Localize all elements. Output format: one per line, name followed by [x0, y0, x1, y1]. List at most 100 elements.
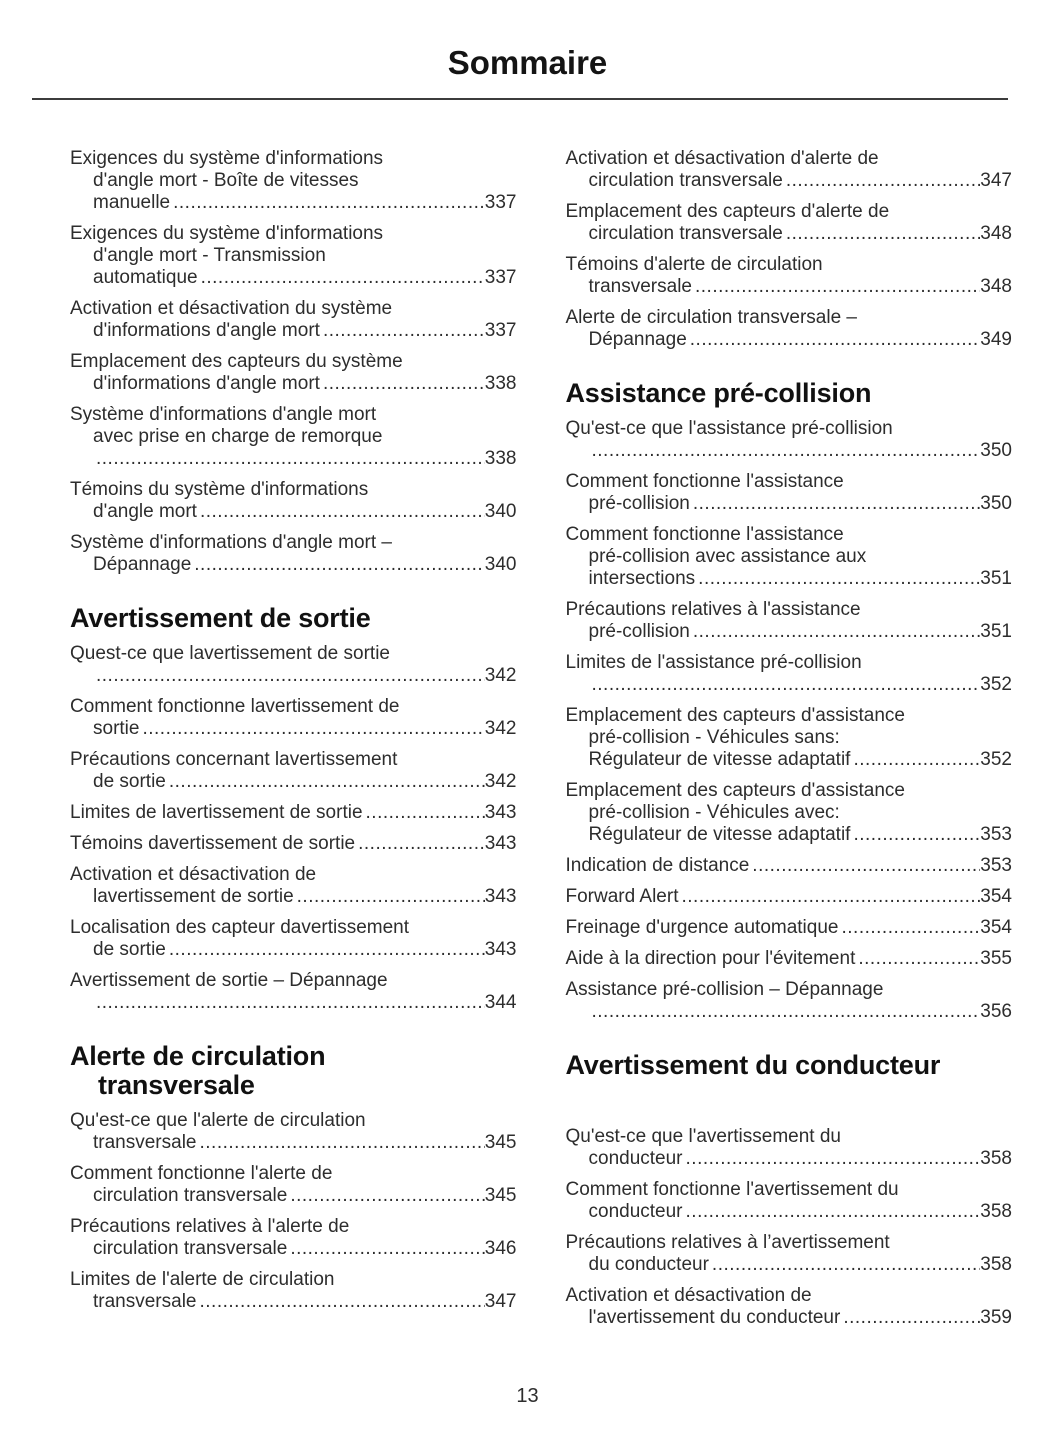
- entry-line: Quest-ce que lavertissement de sortie: [70, 643, 390, 664]
- entry-text: pré-collision: [588, 493, 690, 514]
- dot-leader: [712, 1254, 980, 1276]
- toc-entry: Comment fonctionne l'avertissement du con…: [566, 1179, 1013, 1223]
- dot-leader: [841, 917, 980, 939]
- entry-page-number: 358: [980, 1201, 1012, 1222]
- dot-leader: [366, 802, 485, 824]
- entry-line: de sortie 343: [70, 939, 517, 961]
- dot-leader: [592, 440, 981, 462]
- entry-line: 356: [566, 1001, 1012, 1023]
- entry-line: Aide à la direction pour l'évitement 355: [566, 948, 1013, 970]
- entry-line: Limites de l'assistance pré-collision: [565, 652, 862, 673]
- entry-page-number: 343: [484, 833, 517, 854]
- toc-columns: Exigences du système d'informations d'ang…: [70, 148, 1012, 1338]
- entry-page-number: 340: [484, 501, 517, 522]
- entry-line: Alerte de circulation transversale –: [565, 307, 857, 328]
- toc-entry: Qu'est-ce que l'assistance pré-collision…: [566, 418, 1013, 462]
- entry-page-number: 354: [980, 886, 1012, 907]
- toc-entry: Comment fonctionne l'assistance pré-colli…: [566, 471, 1013, 515]
- entry-page-number: 353: [980, 824, 1012, 845]
- entry-line: transversale 347: [70, 1291, 517, 1313]
- entry-text: Limites de lavertissement de sortie: [70, 802, 363, 823]
- entry-line: conducteur 358: [566, 1148, 1013, 1170]
- entry-line: Exigences du système d'informations: [70, 223, 384, 244]
- dot-leader: [200, 1291, 485, 1313]
- entry-line: circulation transversale 347: [566, 170, 1013, 192]
- entry-line: Indication de distance 353: [566, 855, 1013, 877]
- toc-entry: Comment fonctionne lavertissement de sort…: [70, 696, 517, 740]
- toc-entry: Forward Alert 354: [566, 886, 1013, 908]
- dot-leader: [201, 267, 485, 289]
- toc-entry: Localisation des capteur davertissement d…: [70, 917, 517, 961]
- dot-leader: [695, 276, 980, 298]
- entry-text: conducteur: [588, 1148, 683, 1169]
- entry-line: d'angle mort - Boîte de vitesses: [93, 170, 359, 191]
- toc-entry: Activation et désactivation du système d'…: [70, 298, 517, 342]
- entry-line: Activation et désactivation d'alerte de: [565, 148, 879, 169]
- entry-line: d'informations d'angle mort 337: [70, 320, 517, 342]
- dot-leader: [592, 1001, 981, 1023]
- entry-page-number: 355: [980, 948, 1012, 969]
- entry-text: l'avertissement du conducteur: [588, 1307, 841, 1328]
- toc-entry: Emplacement des capteurs d'assistance pré…: [566, 780, 1013, 846]
- entry-page-number: 347: [980, 170, 1012, 191]
- entry-line: du conducteur 358: [566, 1254, 1013, 1276]
- entry-page-number: 338: [484, 373, 517, 394]
- entry-text: automatique: [93, 267, 198, 288]
- entry-line: Régulateur de vitesse adaptatif 353: [566, 824, 1013, 846]
- dot-leader: [290, 1185, 484, 1207]
- entry-line: 338: [70, 448, 517, 470]
- dot-leader: [297, 886, 485, 908]
- entry-page-number: 344: [484, 992, 517, 1013]
- entry-line: Limites de lavertissement de sortie 343: [70, 802, 517, 824]
- entry-page-number: 337: [484, 267, 517, 288]
- entry-page-number: 358: [980, 1148, 1012, 1169]
- entry-text: sortie: [93, 718, 140, 739]
- dot-leader: [200, 1132, 485, 1154]
- entry-line: Système d'informations d'angle mort: [70, 404, 377, 425]
- dot-leader: [853, 749, 980, 771]
- entry-text: de sortie: [93, 939, 166, 960]
- entry-text: intersections: [588, 568, 696, 589]
- title-divider: [32, 98, 1008, 100]
- toc-entry: Indication de distance 353: [566, 855, 1013, 877]
- entry-page-number: 338: [484, 448, 517, 469]
- entry-text: circulation transversale: [588, 170, 783, 191]
- entry-page-number: 337: [484, 320, 517, 341]
- toc-entry: Alerte de circulation transversale – Dépa…: [566, 307, 1013, 351]
- entry-page-number: 347: [484, 1291, 517, 1312]
- entry-text: lavertissement de sortie: [93, 886, 294, 907]
- section-heading-line: Assistance pré-collision: [565, 378, 872, 408]
- entry-line: pré-collision 350: [566, 493, 1013, 515]
- entry-line: Témoins d'alerte de circulation: [565, 254, 823, 275]
- toc-entry: Système d'informations d'angle mort – Dép…: [70, 532, 517, 576]
- entry-page-number: 351: [980, 621, 1012, 642]
- entry-line: Emplacement des capteurs d'alerte de: [565, 201, 890, 222]
- entry-line: d'angle mort 340: [70, 501, 517, 523]
- entry-line: Dépannage 340: [70, 554, 517, 576]
- toc-entry: Emplacement des capteurs d'assistance pré…: [566, 705, 1013, 771]
- entry-line: Précautions relatives à l’avertissement: [565, 1232, 890, 1253]
- toc-entry: Avertissement de sortie – Dépannage 344: [70, 970, 517, 1014]
- entry-line: Système d'informations d'angle mort –: [70, 532, 392, 553]
- entry-line: Localisation des capteur davertissement: [70, 917, 410, 938]
- toc-entry: Précautions relatives à l’avertissement d…: [566, 1232, 1013, 1276]
- dot-leader: [169, 939, 485, 961]
- entry-page-number: 350: [980, 440, 1012, 461]
- entry-line: Précautions relatives à l'alerte de: [70, 1216, 350, 1237]
- dot-leader: [358, 833, 485, 855]
- entry-text: Dépannage: [588, 329, 687, 350]
- entry-line: 352: [566, 674, 1012, 696]
- entry-text: d'angle mort: [93, 501, 197, 522]
- dot-leader: [858, 948, 980, 970]
- entry-line: Emplacement des capteurs d'assistance: [565, 780, 905, 801]
- dot-leader: [686, 1201, 981, 1223]
- entry-line: Emplacement des capteurs d'assistance: [565, 705, 905, 726]
- entry-page-number: 348: [980, 223, 1012, 244]
- entry-page-number: 349: [980, 329, 1012, 350]
- entry-text: du conducteur: [588, 1254, 709, 1275]
- toc-entry: Comment fonctionne l'alerte de circulatio…: [70, 1163, 517, 1207]
- entry-line: 344: [70, 992, 517, 1014]
- toc-entry: Assistance pré-collision – Dépannage 356: [566, 979, 1013, 1023]
- entry-page-number: 359: [980, 1307, 1012, 1328]
- entry-line: Comment fonctionne l'avertissement du: [565, 1179, 899, 1200]
